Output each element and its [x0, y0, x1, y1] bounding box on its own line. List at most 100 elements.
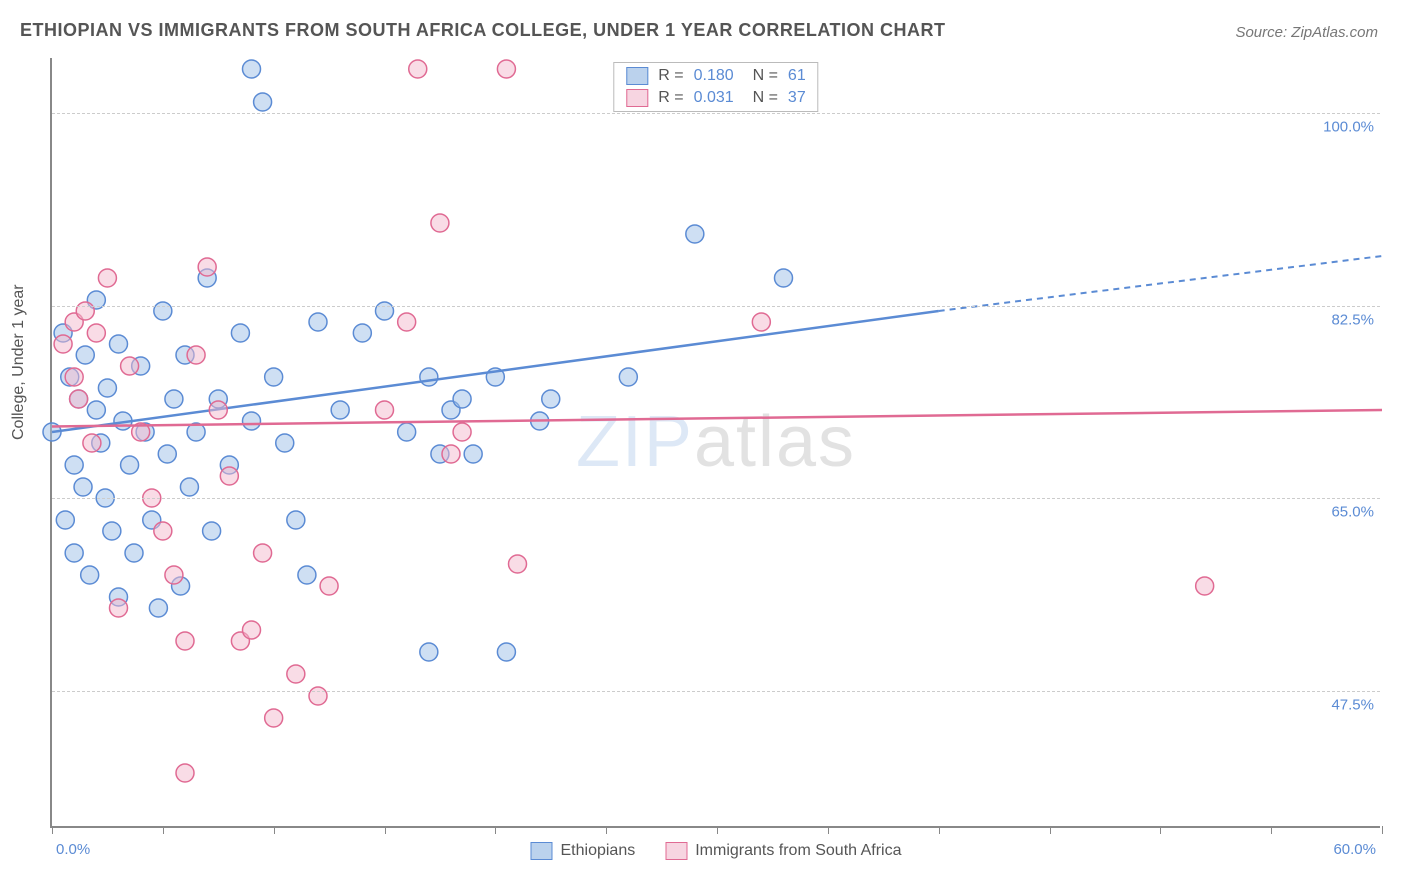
scatter-point: [431, 214, 449, 232]
legend-item-south-africa: Immigrants from South Africa: [665, 842, 901, 860]
scatter-point: [398, 423, 416, 441]
scatter-point: [775, 269, 793, 287]
plot-svg: [52, 58, 1382, 828]
trend-line-extrapolated: [939, 256, 1382, 311]
trend-line: [52, 311, 939, 432]
scatter-point: [254, 544, 272, 562]
scatter-point: [686, 225, 704, 243]
legend-row-blue: R = 0.180 N = 61: [614, 65, 817, 87]
scatter-plot: ZIPatlas R = 0.180 N = 61 R = 0.031 N = …: [50, 58, 1380, 828]
scatter-point: [76, 346, 94, 364]
x-tick: [1160, 826, 1161, 834]
scatter-point: [74, 478, 92, 496]
scatter-point: [209, 401, 227, 419]
scatter-point: [420, 643, 438, 661]
scatter-point: [198, 258, 216, 276]
r-label: R =: [658, 67, 683, 85]
swatch-pink: [626, 89, 648, 107]
scatter-point: [70, 390, 88, 408]
legend-label-ethiopians: Ethiopians: [560, 842, 635, 860]
scatter-point: [287, 665, 305, 683]
scatter-point: [149, 599, 167, 617]
x-tick: [52, 826, 53, 834]
scatter-point: [265, 709, 283, 727]
scatter-point: [187, 346, 205, 364]
scatter-point: [81, 566, 99, 584]
swatch-pink: [665, 842, 687, 860]
n-label: N =: [744, 89, 778, 107]
x-tick: [717, 826, 718, 834]
scatter-point: [619, 368, 637, 386]
scatter-point: [398, 313, 416, 331]
scatter-point: [87, 324, 105, 342]
chart-title: ETHIOPIAN VS IMMIGRANTS FROM SOUTH AFRIC…: [20, 20, 946, 41]
scatter-point: [376, 401, 394, 419]
y-axis-title: College, Under 1 year: [10, 284, 28, 440]
scatter-point: [110, 335, 128, 353]
scatter-point: [65, 368, 83, 386]
scatter-point: [442, 445, 460, 463]
scatter-point: [331, 401, 349, 419]
scatter-point: [165, 566, 183, 584]
swatch-blue: [626, 67, 648, 85]
scatter-point: [54, 335, 72, 353]
scatter-point: [420, 368, 438, 386]
scatter-point: [98, 379, 116, 397]
n-value-pink: 37: [788, 89, 806, 107]
scatter-point: [243, 621, 261, 639]
r-value-pink: 0.031: [694, 89, 734, 107]
correlation-legend: R = 0.180 N = 61 R = 0.031 N = 37: [613, 62, 818, 112]
scatter-point: [320, 577, 338, 595]
scatter-point: [65, 544, 83, 562]
scatter-point: [353, 324, 371, 342]
y-tick-label: 100.0%: [1323, 119, 1374, 136]
scatter-point: [220, 467, 238, 485]
x-tick: [828, 826, 829, 834]
x-tick: [495, 826, 496, 834]
scatter-point: [65, 456, 83, 474]
scatter-point: [287, 511, 305, 529]
scatter-point: [243, 412, 261, 430]
r-value-blue: 0.180: [694, 67, 734, 85]
r-label: R =: [658, 89, 683, 107]
scatter-point: [121, 357, 139, 375]
scatter-point: [542, 390, 560, 408]
scatter-point: [231, 324, 249, 342]
y-tick-label: 82.5%: [1331, 311, 1374, 328]
scatter-point: [56, 511, 74, 529]
x-tick: [1271, 826, 1272, 834]
y-tick-label: 47.5%: [1331, 696, 1374, 713]
y-tick-label: 65.0%: [1331, 504, 1374, 521]
scatter-point: [1196, 577, 1214, 595]
scatter-point: [158, 445, 176, 463]
legend-label-south-africa: Immigrants from South Africa: [695, 842, 901, 860]
scatter-point: [87, 401, 105, 419]
scatter-point: [125, 544, 143, 562]
scatter-point: [309, 313, 327, 331]
scatter-point: [453, 390, 471, 408]
swatch-blue: [530, 842, 552, 860]
n-label: N =: [744, 67, 778, 85]
scatter-point: [298, 566, 316, 584]
scatter-point: [121, 456, 139, 474]
x-axis-start-label: 0.0%: [56, 841, 90, 858]
scatter-point: [464, 445, 482, 463]
scatter-point: [497, 643, 515, 661]
scatter-point: [165, 390, 183, 408]
scatter-point: [409, 60, 427, 78]
scatter-point: [176, 764, 194, 782]
gridline-h: [52, 113, 1380, 114]
x-tick: [274, 826, 275, 834]
legend-row-pink: R = 0.031 N = 37: [614, 87, 817, 109]
x-tick: [1050, 826, 1051, 834]
scatter-point: [154, 522, 172, 540]
legend-item-ethiopians: Ethiopians: [530, 842, 635, 860]
scatter-point: [176, 632, 194, 650]
scatter-point: [265, 368, 283, 386]
gridline-h: [52, 691, 1380, 692]
x-axis-end-label: 60.0%: [1333, 841, 1376, 858]
scatter-point: [83, 434, 101, 452]
scatter-point: [497, 60, 515, 78]
scatter-point: [103, 522, 121, 540]
source-credit: Source: ZipAtlas.com: [1235, 24, 1378, 41]
